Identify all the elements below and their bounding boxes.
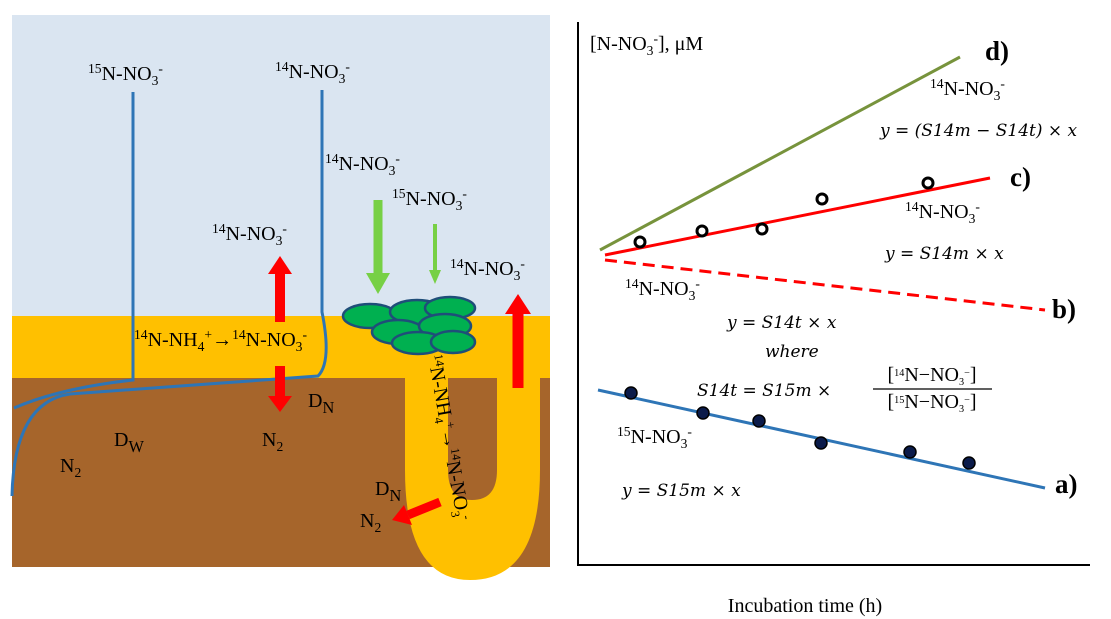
charge: - xyxy=(282,221,287,236)
charge: - xyxy=(462,186,467,201)
charge: - xyxy=(975,199,980,214)
point xyxy=(697,226,707,236)
species: N-NH xyxy=(148,329,198,351)
charge: - xyxy=(158,61,163,76)
species: N xyxy=(360,510,374,532)
x-label: Incubation time (h) xyxy=(728,595,882,617)
point xyxy=(904,446,916,458)
line-tag: b) xyxy=(1052,294,1076,324)
reaction: 14N-NH4+→14N-NO3- xyxy=(134,327,307,354)
point xyxy=(963,457,975,469)
species: N−NO xyxy=(904,364,959,386)
charge: - xyxy=(302,327,307,342)
mass: 14 xyxy=(212,221,226,236)
line-tag: d) xyxy=(985,36,1009,66)
formula: y = S15m × x xyxy=(621,481,741,501)
species: N-NO xyxy=(289,61,339,83)
y-label: [N-NO3-], μM xyxy=(590,31,703,58)
open: [ xyxy=(888,391,895,413)
species: N−NO xyxy=(904,391,959,413)
species: N-NO xyxy=(464,258,514,280)
sub: N xyxy=(389,486,401,505)
sub: N xyxy=(322,398,334,417)
point xyxy=(757,224,767,234)
species: N-NO xyxy=(339,153,389,175)
point xyxy=(817,194,827,204)
sub: W xyxy=(128,437,144,456)
species: 14N-NO3- xyxy=(905,199,980,226)
mass: 14 xyxy=(930,76,944,91)
mass: 14 xyxy=(232,327,246,342)
point xyxy=(753,415,765,427)
point xyxy=(815,437,827,449)
species: 14N-NO3- xyxy=(930,76,1005,103)
equation: S14t = S15m × xyxy=(697,381,831,401)
species: N xyxy=(262,429,276,451)
mass: 14 xyxy=(625,276,639,291)
point xyxy=(625,387,637,399)
sub: 2 xyxy=(74,465,81,480)
line-tag: a) xyxy=(1055,469,1078,499)
charge: - xyxy=(345,59,350,74)
close: ], μM xyxy=(658,33,703,55)
sub: 2 xyxy=(374,520,381,535)
formula: y = (S14m − S14t) × x xyxy=(879,121,1078,141)
open-points xyxy=(635,178,933,247)
species: N-NO xyxy=(631,426,681,448)
species: N xyxy=(60,455,74,477)
species: N-NO xyxy=(597,33,647,55)
mass: 15 xyxy=(88,61,102,76)
sub: 2 xyxy=(276,439,283,454)
mass: 14 xyxy=(450,256,464,271)
formula: y = S14t × x xyxy=(726,313,837,333)
denominator: [15N−NO3−] xyxy=(888,391,977,415)
point xyxy=(635,237,645,247)
formula: y = S14m × x xyxy=(884,244,1004,264)
species: N-NO xyxy=(102,63,152,85)
cell xyxy=(431,331,475,353)
species: N-NO xyxy=(944,78,994,100)
species: N-NO xyxy=(639,278,689,300)
open: [ xyxy=(888,364,895,386)
species: D xyxy=(375,478,389,500)
arrow: → xyxy=(212,329,232,351)
point xyxy=(697,407,709,419)
species: D xyxy=(114,429,128,451)
charge: - xyxy=(520,256,525,271)
point xyxy=(923,178,933,188)
charge: - xyxy=(395,151,400,166)
species: 15N-NO3- xyxy=(617,424,692,451)
where: where xyxy=(765,342,819,362)
charge: - xyxy=(695,276,700,291)
mass: 14 xyxy=(275,59,289,74)
species: D xyxy=(308,390,322,412)
mass: 15 xyxy=(894,395,904,406)
mass: 15 xyxy=(617,424,631,439)
species: N-NO xyxy=(406,188,456,210)
species: N-NO xyxy=(919,201,969,223)
close: ] xyxy=(970,364,977,386)
mass: 14 xyxy=(894,368,904,379)
open: [ xyxy=(590,33,597,55)
mass: 15 xyxy=(392,186,406,201)
mass: 14 xyxy=(905,199,919,214)
figure: Incubation time (h) where 15N-NO3-14N-NO… xyxy=(0,0,1111,619)
charge: - xyxy=(687,424,692,439)
species: 14N-NO3- xyxy=(625,276,700,303)
close: ] xyxy=(970,391,977,413)
species: N-NO xyxy=(226,223,276,245)
species: N-NO xyxy=(246,329,296,351)
numerator: [14N−NO3−] xyxy=(888,364,977,388)
line-tag: c) xyxy=(1010,162,1031,192)
charge: - xyxy=(1000,76,1005,91)
charge: + xyxy=(204,327,212,342)
mass: 14 xyxy=(134,327,148,342)
mass: 14 xyxy=(325,151,339,166)
